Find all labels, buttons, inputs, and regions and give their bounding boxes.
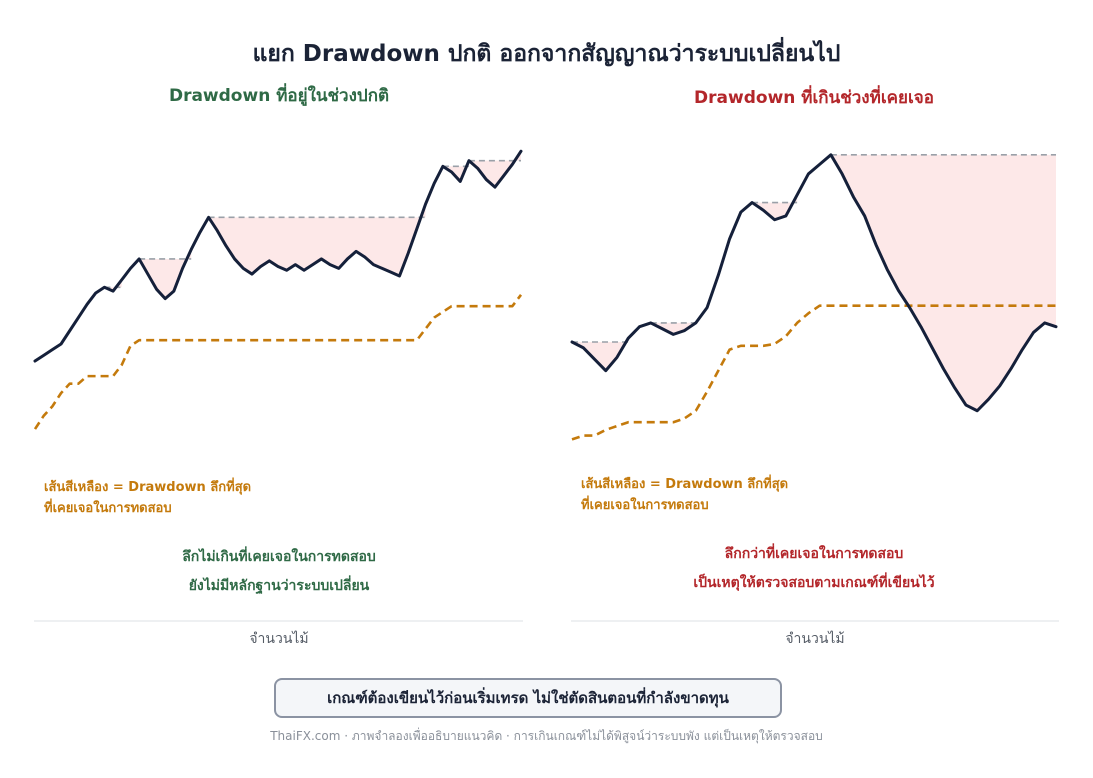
left-max-dd-note: เส้นสีเหลือง = Drawdown ลึกที่สุด ที่เคย… [44, 477, 251, 519]
left-note-line-1: เส้นสีเหลือง = Drawdown ลึกที่สุด [44, 480, 252, 495]
right-note-line-1: เส้นสีเหลือง = Drawdown ลึกที่สุด [581, 477, 789, 492]
right-equity-line [570, 153, 1058, 413]
left-max-drawdown-line [33, 294, 523, 430]
right-verdict: ลึกกว่าที่เคยเจอในการทดสอบ เป็นเหตุให้ตร… [564, 540, 1064, 598]
left-drawdown-area-1 [139, 249, 192, 299]
footer-note: ThaiFX.com · ภาพจำลองเพื่ออธิบายแนวคิด ·… [270, 729, 823, 743]
left-panel-title: Drawdown ที่อยู่ในช่วงปกติ [168, 86, 390, 106]
right-verdict-line-2: เป็นเหตุให้ตรวจสอบตามเกณฑ์ที่เขียนไว้ [693, 575, 935, 591]
right-max-drawdown-line [571, 304, 1056, 441]
left-verdict-line-2: ยังไม่มีหลักฐานว่าระบบเปลี่ยน [188, 578, 370, 594]
right-drawdown-area-0 [572, 338, 629, 371]
left-equity-line [33, 149, 523, 363]
right-drawdown-area-1 [650, 322, 696, 335]
right-x-axis-label: จำนวนไม้ [785, 631, 845, 647]
left-verdict: ลึกไม่เกินที่เคยเจอในการทดสอบ ยังไม่มีหล… [29, 543, 529, 601]
chart-title: แยก Drawdown ปกติ ออกจากสัญญาณว่าระบบเปล… [252, 41, 841, 67]
rule-callout: เกณฑ์ต้องเขียนไว้ก่อนเริ่มเทรด ไม่ใช่ตัด… [274, 678, 782, 718]
right-verdict-line-1: ลึกกว่าที่เคยเจอในการทดสอบ [724, 546, 904, 562]
right-max-dd-note: เส้นสีเหลือง = Drawdown ลึกที่สุด ที่เคย… [581, 474, 788, 516]
right-panel-plot [570, 153, 1058, 441]
left-x-axis-label: จำนวนไม้ [249, 631, 309, 647]
right-panel-title: Drawdown ที่เกินช่วงที่เคยเจอ [694, 88, 934, 108]
right-drawdown-area-3 [830, 154, 1056, 411]
left-drawdown-area-2 [208, 204, 426, 276]
left-verdict-line-1: ลึกไม่เกินที่เคยเจอในการทดสอบ [182, 549, 376, 565]
left-note-line-2: ที่เคยเจอในการทดสอบ [44, 501, 172, 516]
right-note-line-2: ที่เคยเจอในการทดสอบ [581, 498, 709, 513]
left-panel-plot [33, 149, 523, 430]
left-drawdown-area-4 [468, 151, 521, 188]
